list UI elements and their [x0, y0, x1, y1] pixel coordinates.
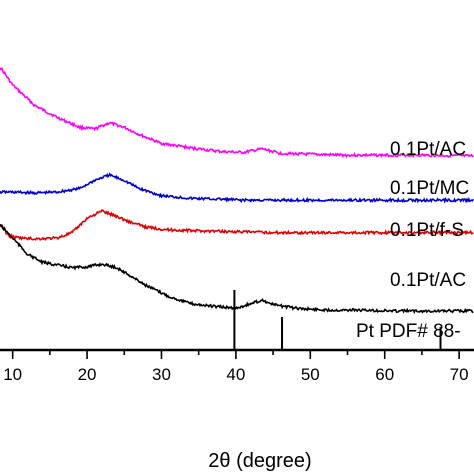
x-tick-label-20: 20 [78, 365, 97, 384]
series-line-4 [0, 223, 474, 315]
reference-pattern: Pt PDF# 88- [233, 290, 461, 350]
x-tick-label-60: 60 [375, 365, 394, 384]
x-tick-label-10: 10 [3, 365, 22, 384]
x-tick-label-50: 50 [301, 365, 320, 384]
series-label-4: 0.1Pt/AC [390, 270, 466, 291]
x-tick-labels: 10 20 30 40 50 60 70 [3, 365, 468, 384]
series-layer [0, 66, 474, 315]
x-tick-label-30: 30 [152, 365, 171, 384]
series-label-3: 0.1Pt/f-S [390, 220, 464, 241]
series-label-1: 0.1Pt/AC [390, 139, 466, 160]
x-axis-title: 2θ (degree) [208, 450, 311, 472]
x-tick-label-40: 40 [226, 365, 245, 384]
series-labels: 0.1Pt/AC 0.1Pt/MC 0.1Pt/f-S 0.1Pt/AC [390, 139, 469, 291]
series-label-2: 0.1Pt/MC [390, 178, 469, 199]
series-line-3 [0, 209, 474, 241]
series-line-1 [0, 66, 474, 159]
x-tick-label-70: 70 [450, 365, 469, 384]
series-line-2 [0, 172, 474, 204]
x-axis [0, 348, 474, 359]
reference-label: Pt PDF# 88- [356, 321, 461, 342]
